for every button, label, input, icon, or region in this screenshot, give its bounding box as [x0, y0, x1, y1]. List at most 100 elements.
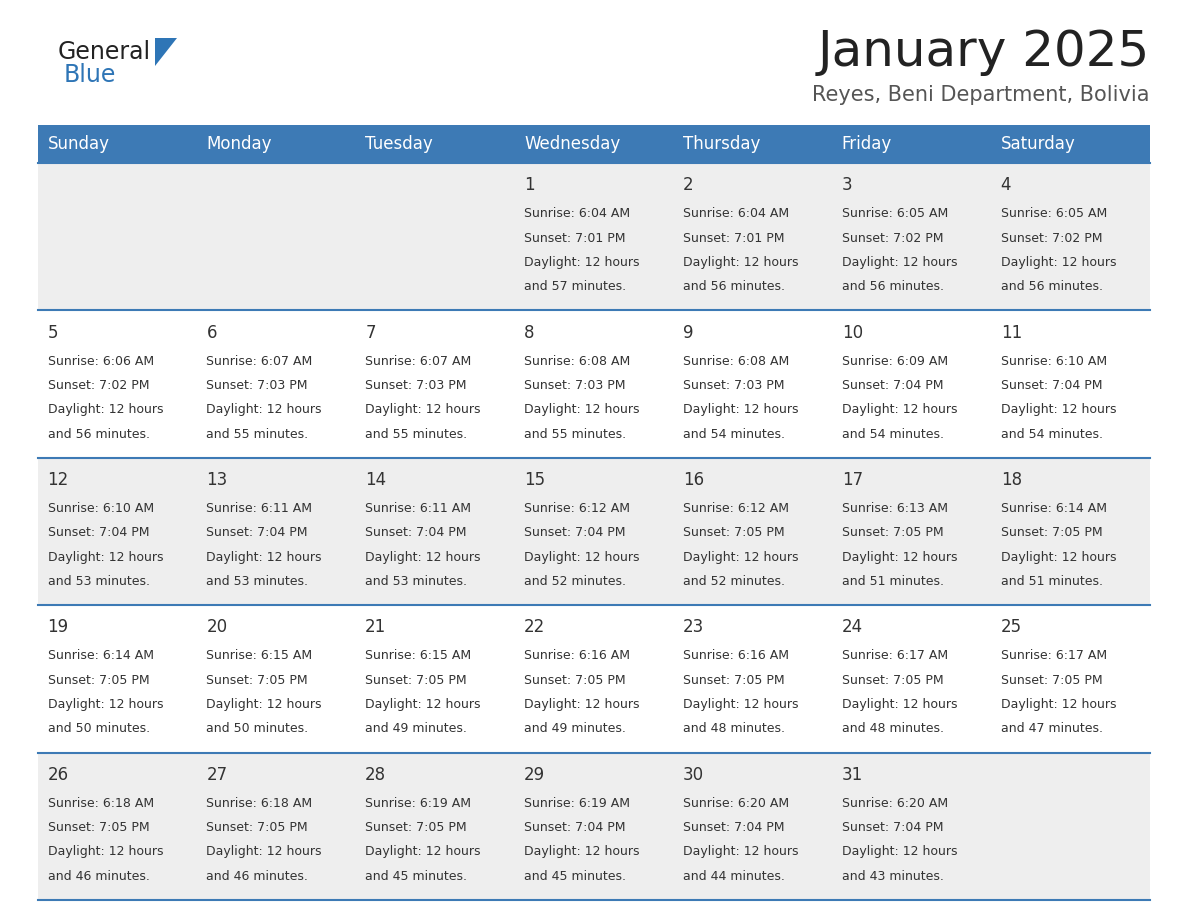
- Text: and 45 minutes.: and 45 minutes.: [365, 869, 467, 883]
- Text: Sunset: 7:03 PM: Sunset: 7:03 PM: [683, 379, 784, 392]
- Text: 7: 7: [365, 324, 375, 341]
- Text: Daylight: 12 hours: Daylight: 12 hours: [1000, 698, 1117, 711]
- Text: and 54 minutes.: and 54 minutes.: [1000, 428, 1102, 441]
- Text: and 50 minutes.: and 50 minutes.: [48, 722, 150, 735]
- Text: 19: 19: [48, 619, 69, 636]
- Text: 14: 14: [365, 471, 386, 489]
- Text: and 51 minutes.: and 51 minutes.: [842, 575, 943, 588]
- Text: Daylight: 12 hours: Daylight: 12 hours: [365, 845, 481, 858]
- Text: Sunset: 7:04 PM: Sunset: 7:04 PM: [1000, 379, 1102, 392]
- Text: Friday: Friday: [842, 135, 892, 153]
- Text: Daylight: 12 hours: Daylight: 12 hours: [683, 698, 798, 711]
- Text: and 56 minutes.: and 56 minutes.: [842, 280, 943, 293]
- Text: Daylight: 12 hours: Daylight: 12 hours: [48, 845, 163, 858]
- Text: 15: 15: [524, 471, 545, 489]
- Text: Sunset: 7:04 PM: Sunset: 7:04 PM: [842, 821, 943, 834]
- Text: 23: 23: [683, 619, 704, 636]
- Text: Daylight: 12 hours: Daylight: 12 hours: [683, 256, 798, 269]
- Text: Sunset: 7:05 PM: Sunset: 7:05 PM: [1000, 526, 1102, 540]
- Text: Tuesday: Tuesday: [365, 135, 432, 153]
- Text: and 51 minutes.: and 51 minutes.: [1000, 575, 1102, 588]
- Text: Sunset: 7:04 PM: Sunset: 7:04 PM: [683, 821, 784, 834]
- Text: Daylight: 12 hours: Daylight: 12 hours: [207, 698, 322, 711]
- Text: and 45 minutes.: and 45 minutes.: [524, 869, 626, 883]
- Text: Sunset: 7:02 PM: Sunset: 7:02 PM: [842, 231, 943, 244]
- Text: Sunrise: 6:17 AM: Sunrise: 6:17 AM: [1000, 649, 1107, 663]
- Text: Sunrise: 6:18 AM: Sunrise: 6:18 AM: [48, 797, 153, 810]
- Text: Sunset: 7:04 PM: Sunset: 7:04 PM: [524, 526, 626, 540]
- Text: and 43 minutes.: and 43 minutes.: [842, 869, 943, 883]
- Text: and 53 minutes.: and 53 minutes.: [207, 575, 309, 588]
- Text: and 52 minutes.: and 52 minutes.: [683, 575, 785, 588]
- Text: Sunset: 7:05 PM: Sunset: 7:05 PM: [365, 674, 467, 687]
- Text: and 49 minutes.: and 49 minutes.: [524, 722, 626, 735]
- Text: Sunrise: 6:07 AM: Sunrise: 6:07 AM: [365, 354, 472, 367]
- Text: Daylight: 12 hours: Daylight: 12 hours: [524, 698, 639, 711]
- Text: Sunrise: 6:15 AM: Sunrise: 6:15 AM: [207, 649, 312, 663]
- Text: Daylight: 12 hours: Daylight: 12 hours: [207, 845, 322, 858]
- Bar: [38, 605, 1150, 753]
- Text: Daylight: 12 hours: Daylight: 12 hours: [524, 256, 639, 269]
- Text: 11: 11: [1000, 324, 1022, 341]
- Text: Sunset: 7:04 PM: Sunset: 7:04 PM: [524, 821, 626, 834]
- Text: 8: 8: [524, 324, 535, 341]
- Text: 22: 22: [524, 619, 545, 636]
- Text: Daylight: 12 hours: Daylight: 12 hours: [1000, 551, 1117, 564]
- Text: 6: 6: [207, 324, 217, 341]
- Text: Monday: Monday: [207, 135, 272, 153]
- Text: 3: 3: [842, 176, 853, 195]
- Text: Sunset: 7:05 PM: Sunset: 7:05 PM: [683, 526, 784, 540]
- Text: and 57 minutes.: and 57 minutes.: [524, 280, 626, 293]
- Text: Sunset: 7:05 PM: Sunset: 7:05 PM: [842, 526, 943, 540]
- Text: Sunrise: 6:08 AM: Sunrise: 6:08 AM: [524, 354, 631, 367]
- Bar: [38, 310, 1150, 458]
- Text: Daylight: 12 hours: Daylight: 12 hours: [524, 403, 639, 416]
- Text: Daylight: 12 hours: Daylight: 12 hours: [48, 551, 163, 564]
- Text: Daylight: 12 hours: Daylight: 12 hours: [683, 403, 798, 416]
- Text: Daylight: 12 hours: Daylight: 12 hours: [842, 551, 958, 564]
- Text: Daylight: 12 hours: Daylight: 12 hours: [48, 698, 163, 711]
- Text: Sunrise: 6:08 AM: Sunrise: 6:08 AM: [683, 354, 789, 367]
- Text: 4: 4: [1000, 176, 1011, 195]
- Text: Daylight: 12 hours: Daylight: 12 hours: [683, 845, 798, 858]
- Text: 20: 20: [207, 619, 228, 636]
- Text: Sunrise: 6:11 AM: Sunrise: 6:11 AM: [207, 502, 312, 515]
- Text: and 56 minutes.: and 56 minutes.: [48, 428, 150, 441]
- Text: Sunset: 7:05 PM: Sunset: 7:05 PM: [48, 821, 150, 834]
- Text: Sunrise: 6:11 AM: Sunrise: 6:11 AM: [365, 502, 472, 515]
- Text: Sunrise: 6:16 AM: Sunrise: 6:16 AM: [683, 649, 789, 663]
- Text: 12: 12: [48, 471, 69, 489]
- Text: Sunrise: 6:05 AM: Sunrise: 6:05 AM: [1000, 207, 1107, 220]
- Text: and 56 minutes.: and 56 minutes.: [683, 280, 785, 293]
- Text: 16: 16: [683, 471, 704, 489]
- Text: Sunrise: 6:16 AM: Sunrise: 6:16 AM: [524, 649, 630, 663]
- Text: Sunrise: 6:06 AM: Sunrise: 6:06 AM: [48, 354, 153, 367]
- Text: and 48 minutes.: and 48 minutes.: [842, 722, 943, 735]
- Text: Daylight: 12 hours: Daylight: 12 hours: [683, 551, 798, 564]
- Text: Sunset: 7:03 PM: Sunset: 7:03 PM: [365, 379, 467, 392]
- Text: Daylight: 12 hours: Daylight: 12 hours: [842, 256, 958, 269]
- Text: January 2025: January 2025: [817, 28, 1150, 76]
- Text: Sunset: 7:05 PM: Sunset: 7:05 PM: [365, 821, 467, 834]
- Text: Daylight: 12 hours: Daylight: 12 hours: [207, 403, 322, 416]
- Text: Daylight: 12 hours: Daylight: 12 hours: [842, 845, 958, 858]
- Text: Daylight: 12 hours: Daylight: 12 hours: [365, 551, 481, 564]
- Text: 25: 25: [1000, 619, 1022, 636]
- Text: 2: 2: [683, 176, 694, 195]
- Text: and 55 minutes.: and 55 minutes.: [524, 428, 626, 441]
- Text: Daylight: 12 hours: Daylight: 12 hours: [365, 403, 481, 416]
- Text: Sunrise: 6:14 AM: Sunrise: 6:14 AM: [48, 649, 153, 663]
- Text: General: General: [58, 40, 151, 64]
- Text: Sunset: 7:03 PM: Sunset: 7:03 PM: [207, 379, 308, 392]
- Text: and 53 minutes.: and 53 minutes.: [48, 575, 150, 588]
- Text: 1: 1: [524, 176, 535, 195]
- Text: Sunrise: 6:10 AM: Sunrise: 6:10 AM: [48, 502, 153, 515]
- Text: Sunset: 7:05 PM: Sunset: 7:05 PM: [207, 674, 308, 687]
- Text: Sunrise: 6:10 AM: Sunrise: 6:10 AM: [1000, 354, 1107, 367]
- Bar: [38, 458, 1150, 605]
- Text: 9: 9: [683, 324, 694, 341]
- Text: Sunrise: 6:20 AM: Sunrise: 6:20 AM: [683, 797, 789, 810]
- Text: Sunrise: 6:14 AM: Sunrise: 6:14 AM: [1000, 502, 1107, 515]
- Text: 5: 5: [48, 324, 58, 341]
- Text: Sunrise: 6:05 AM: Sunrise: 6:05 AM: [842, 207, 948, 220]
